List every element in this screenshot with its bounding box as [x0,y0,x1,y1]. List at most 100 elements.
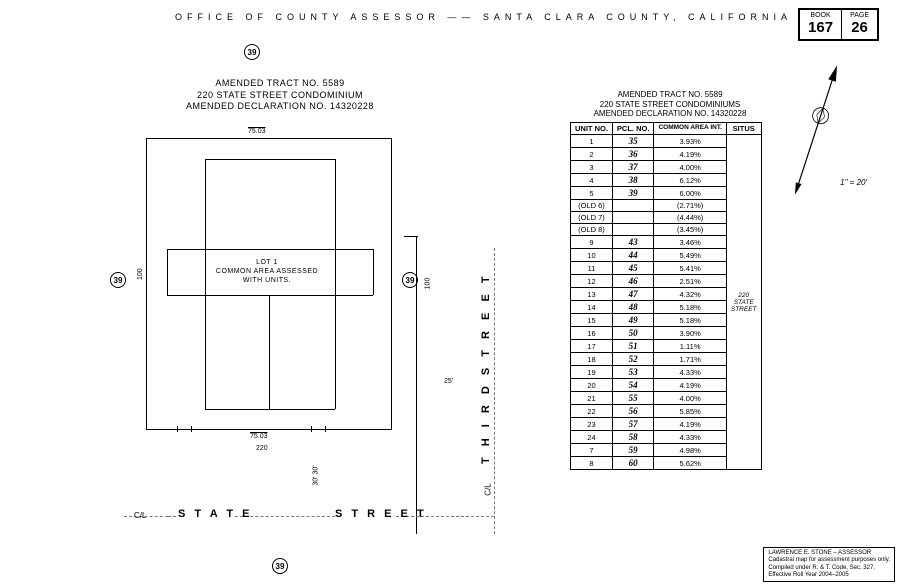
inner-line [167,295,373,296]
cell-common: 4.32% [654,288,726,301]
street-label: S T R E E T [335,508,427,520]
cell-pcl: 47 [612,288,654,301]
circ-39-bottom: 39 [272,558,288,574]
cell-pcl: 57 [612,418,654,431]
th2-l1: AMENDED TRACT NO. 5589 [570,90,770,100]
cell-unit: 20 [571,379,613,392]
cell-pcl: 46 [612,275,654,288]
tic [177,426,178,432]
book-cell: BOOK 167 [800,10,842,39]
circ-39-top: 39 [244,44,260,60]
cell-common: 2.51% [654,275,726,288]
footer-l2: Cadastral map for assessment purposes on… [768,557,890,564]
book-page-box: BOOK 167 PAGE 26 [798,8,879,41]
cell-unit: 21 [571,392,613,405]
footer-l1: LAWRENCE E. STONE – ASSESSOR [768,550,890,557]
inner-line [167,249,373,250]
cell-unit: 10 [571,249,613,262]
dim-bot: 75.03 [250,433,268,440]
dist-3030: 30' 30' [313,465,320,485]
cell-pcl: 55 [612,392,654,405]
cell-common: 5.18% [654,301,726,314]
state-label: S T A T E [178,508,252,520]
book-label: BOOK [808,12,833,19]
cell-common: 4.19% [654,379,726,392]
cell-unit: 19 [571,366,613,379]
cell-pcl: 54 [612,379,654,392]
cell-unit: 23 [571,418,613,431]
cell-pcl: 49 [612,314,654,327]
inner-line [167,249,168,295]
th2-l2: 220 STATE STREET CONDOMINIUMS [570,100,770,110]
cell-unit: (OLD 6) [571,200,613,212]
cell-common: 5.62% [654,457,726,470]
inner-line [373,249,374,295]
cell-unit: 7 [571,444,613,457]
lot-l2: COMMON AREA ASSESSED [198,267,336,276]
th1-l1: AMENDED TRACT NO. 5589 [150,78,410,90]
dim-right: 100 [425,278,432,290]
cell-unit: 15 [571,314,613,327]
cell-pcl: 35 [612,135,654,148]
lot-block: LOT 1 COMMON AREA ASSESSED WITH UNITS. [198,258,336,285]
cell-situs: 220STATESTREET [726,135,761,470]
cell-pcl: 58 [612,431,654,444]
footer-l4: Effective Roll Year 2004–2005 [768,572,890,579]
inner-line [269,295,270,409]
prop-line [416,236,417,534]
cell-common: 3.90% [654,327,726,340]
cell-pcl: 48 [612,301,654,314]
cell-unit: 13 [571,288,613,301]
table-row: 1353.93%220STATESTREET [571,135,762,148]
cell-pcl [612,212,654,224]
tract-header-1: AMENDED TRACT NO. 5589 220 STATE STREET … [150,78,410,113]
cell-pcl: 44 [612,249,654,262]
cell-pcl: 39 [612,187,654,200]
cell-common: 1.11% [654,340,726,353]
cell-pcl: 50 [612,327,654,340]
cell-common: 5.85% [654,405,726,418]
cell-unit: 17 [571,340,613,353]
cell-unit: 16 [571,327,613,340]
lot-l1: LOT 1 [198,258,336,267]
cell-unit: 11 [571,262,613,275]
lot-l3: WITH UNITS. [198,276,336,285]
cell-unit: 9 [571,236,613,249]
cell-pcl: 37 [612,161,654,174]
cell-pcl: 38 [612,174,654,187]
cell-pcl [612,224,654,236]
cell-unit: 8 [571,457,613,470]
table-header-row: UNIT NO. PCL. NO. COMMON AREA INT. SITUS [571,123,762,135]
cell-pcl: 45 [612,262,654,275]
cell-pcl: 52 [612,353,654,366]
col-pcl: PCL. NO. [612,123,654,135]
cell-unit: 14 [571,301,613,314]
cl-third [494,248,495,534]
tic [191,426,192,432]
cell-unit: 22 [571,405,613,418]
cell-common: 5.18% [654,314,726,327]
page-value: 26 [851,19,868,36]
col-common: COMMON AREA INT. [654,123,726,135]
cell-common: 6.12% [654,174,726,187]
dist-25: 25' [444,378,453,385]
cell-pcl: 59 [612,444,654,457]
col-unit: UNIT NO. [571,123,613,135]
cell-unit: 18 [571,353,613,366]
th2-l3: AMENDED DECLARATION NO. 14320228 [570,109,770,119]
cell-common: 4.98% [654,444,726,457]
cell-unit: (OLD 8) [571,224,613,236]
cell-common: 6.00% [654,187,726,200]
tic [325,426,326,432]
page-header: OFFICE OF COUNTY ASSESSOR —— SANTA CLARA… [175,12,792,22]
th1-l3: AMENDED DECLARATION NO. 14320228 [150,101,410,113]
unit-table: UNIT NO. PCL. NO. COMMON AREA INT. SITUS… [570,122,762,470]
dim-top: 75.03 [248,128,266,135]
inner-line [205,409,335,410]
cell-unit: 24 [571,431,613,444]
cell-pcl: 56 [612,405,654,418]
cl-state-l2 [168,516,176,517]
th1-l2: 220 STATE STREET CONDOMINIUM [150,90,410,102]
cell-unit: 1 [571,135,613,148]
cell-pcl: 43 [612,236,654,249]
